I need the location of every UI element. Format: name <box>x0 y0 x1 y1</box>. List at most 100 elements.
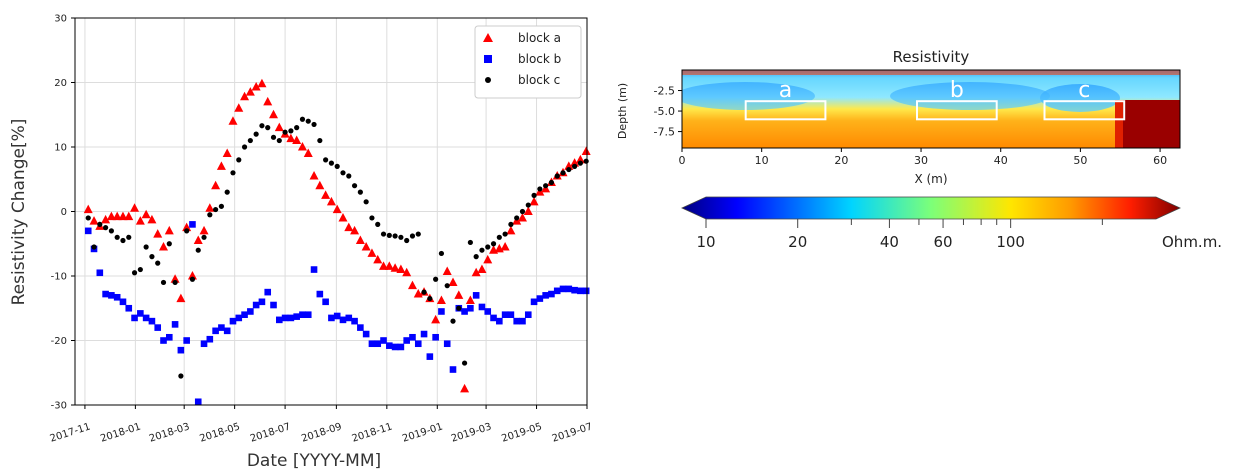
depth-axis-label: Depth (m) <box>616 83 629 139</box>
data-point <box>176 293 186 303</box>
resistivity-heatmap <box>682 70 1180 148</box>
data-point <box>120 237 126 244</box>
data-point <box>519 208 526 215</box>
block-outlines: a b c <box>744 78 1126 121</box>
data-point <box>131 270 138 276</box>
data-point <box>386 342 393 349</box>
y-tick-label: -10 <box>51 272 67 283</box>
conductive-body <box>1122 100 1180 148</box>
data-point <box>350 225 360 235</box>
y-tick-label: -7.5 <box>654 126 675 139</box>
data-point <box>183 337 190 344</box>
data-point <box>137 310 144 317</box>
data-point <box>276 316 283 324</box>
data-point <box>229 317 237 325</box>
data-point <box>501 311 509 318</box>
data-point <box>461 360 468 366</box>
y-tick-label: -20 <box>51 336 67 347</box>
data-point <box>507 311 515 318</box>
data-point <box>454 290 464 299</box>
data-point <box>548 179 555 186</box>
data-point <box>103 225 109 231</box>
data-point <box>362 330 370 338</box>
data-point <box>253 131 259 137</box>
data-point <box>297 142 307 151</box>
data-point <box>322 298 329 306</box>
block-label-a: a <box>779 78 792 103</box>
data-point <box>427 295 433 302</box>
colorbar <box>681 196 1181 220</box>
data-point <box>223 327 231 335</box>
x-tick-label: 2019-03 <box>450 421 493 444</box>
data-point <box>519 317 526 325</box>
data-point <box>582 287 590 295</box>
legend-label-block-c: block c <box>518 73 560 87</box>
data-point <box>374 340 382 348</box>
data-point <box>108 292 115 299</box>
data-point <box>571 163 578 169</box>
data-point <box>363 199 369 205</box>
x-tick-label: 2019-07 <box>551 421 594 444</box>
data-point <box>449 366 457 373</box>
data-point <box>436 295 446 305</box>
data-point <box>84 227 92 235</box>
data-point <box>236 157 242 163</box>
data-point <box>472 292 480 299</box>
data-point <box>235 314 243 322</box>
data-point <box>548 290 555 298</box>
section-title: Resistivity <box>893 48 970 66</box>
data-point <box>340 170 346 176</box>
y-axis-ticks: -30 -20 -10 0 10 20 30 <box>51 14 75 412</box>
data-point <box>450 318 456 324</box>
data-point <box>213 206 219 213</box>
data-point <box>323 157 329 163</box>
data-point <box>444 283 450 289</box>
data-point <box>114 234 120 240</box>
data-point <box>216 161 226 170</box>
data-point <box>131 314 138 322</box>
x-axis-label: X (m) <box>914 172 947 186</box>
data-point <box>148 317 156 325</box>
data-point <box>218 203 225 209</box>
data-point <box>270 301 277 309</box>
legend-box <box>474 25 582 99</box>
data-point <box>490 241 497 247</box>
series-block-a <box>83 78 591 393</box>
data-point <box>265 125 271 131</box>
colorbar-tick-label: 100 <box>996 233 1025 251</box>
data-point <box>212 327 219 335</box>
x-tick-label: 2017-11 <box>49 421 92 444</box>
data-point <box>525 202 531 208</box>
legend-label-block-a: block a <box>518 31 561 45</box>
data-point <box>409 333 416 341</box>
data-point <box>177 346 185 354</box>
colorbar-tick-label: 10 <box>696 233 715 251</box>
data-point <box>85 215 91 221</box>
data-point <box>315 180 325 190</box>
data-point <box>524 311 532 318</box>
data-point <box>386 232 392 238</box>
data-point <box>164 225 174 235</box>
data-point <box>259 123 265 129</box>
block-outline-a <box>744 100 827 121</box>
data-point <box>112 211 122 221</box>
x-tick-label: 2019-01 <box>401 421 444 444</box>
x-tick-label: 40 <box>994 154 1008 167</box>
resistivity-section-chart: Resistivity a b c -2.5 -5.0 -7.5 0 10 20 30 40… <box>616 48 1222 251</box>
data-point <box>443 340 451 348</box>
data-point <box>479 247 485 253</box>
data-point <box>96 269 104 277</box>
data-point <box>407 280 417 290</box>
data-point <box>375 221 381 227</box>
surface-layer <box>682 70 1180 75</box>
data-point <box>135 216 145 225</box>
data-point <box>126 234 132 240</box>
block-label-c: c <box>1078 78 1090 103</box>
data-point <box>240 91 250 101</box>
colorbar-tick-label: 60 <box>934 233 953 251</box>
data-point <box>130 203 140 212</box>
data-point <box>154 324 162 331</box>
data-point <box>304 311 312 318</box>
data-point <box>124 211 134 221</box>
block-label-b: b <box>950 78 964 103</box>
